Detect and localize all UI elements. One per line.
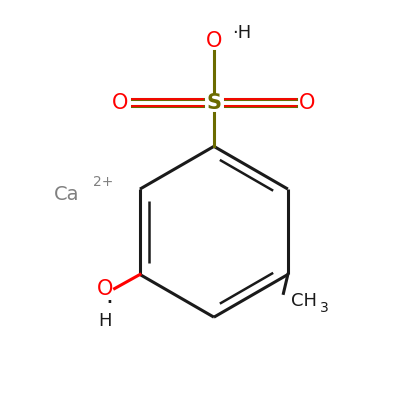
- Text: ·H: ·H: [232, 24, 251, 42]
- Text: 2+: 2+: [93, 175, 113, 189]
- Text: ·: ·: [106, 291, 114, 315]
- Text: H: H: [98, 312, 112, 330]
- Text: Ca: Ca: [54, 184, 80, 204]
- Text: O: O: [96, 278, 113, 298]
- Text: O: O: [206, 31, 222, 51]
- Text: CH: CH: [291, 292, 317, 310]
- Text: S: S: [206, 93, 222, 113]
- Text: O: O: [112, 93, 129, 113]
- Text: O: O: [299, 93, 316, 113]
- Text: 3: 3: [320, 302, 329, 316]
